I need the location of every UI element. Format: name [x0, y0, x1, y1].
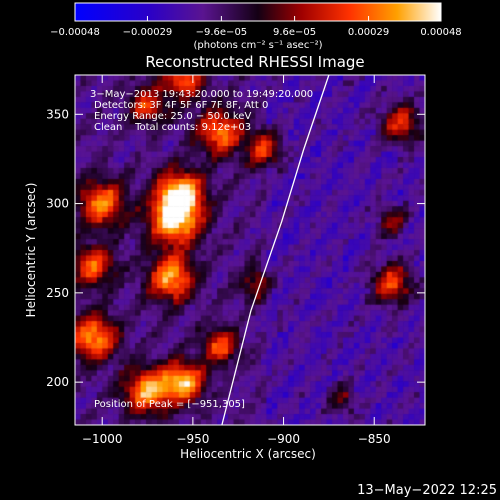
annotation-energy-range: Energy Range: 25.0 − 50.0 keV	[94, 111, 251, 122]
y-tick-label: 250	[46, 286, 69, 300]
colorbar-tick-label: −0.00048	[50, 27, 100, 38]
x-tick-label: −1000	[82, 432, 123, 446]
x-tick-label: −900	[267, 432, 300, 446]
annotation-detectors: Detectors: 3F 4F 5F 6F 7F 8F, Att 0	[94, 100, 268, 111]
footer-timestamp: 13−May−2022 12:25	[357, 483, 497, 498]
heatmap-image-container	[75, 75, 425, 425]
heatmap-image	[75, 75, 425, 425]
axis-ticks: −1000 −950 −900 −850 200 250 300 350	[46, 75, 425, 446]
x-tick-label: −950	[176, 432, 209, 446]
y-tick-label: 200	[46, 375, 69, 389]
y-axis-label: Heliocentric Y (arcsec)	[24, 183, 38, 318]
colorbar-units-label: (photons cm⁻² s⁻¹ asec⁻²)	[193, 40, 322, 51]
colorbar-tick-label: −9.6e−05	[196, 27, 248, 38]
colorbar-tick-label: 9.6e−05	[273, 27, 316, 38]
colorbar	[75, 3, 441, 21]
peak-position-label: Position of Peak = [−951,305]	[94, 399, 245, 410]
x-axis-label: Heliocentric X (arcsec)	[180, 447, 316, 461]
plot-frame	[74, 74, 426, 426]
colorbar-tick-label: −0.00029	[123, 27, 173, 38]
colorbar-tick-label: 0.00048	[420, 27, 461, 38]
solar-limb-line	[221, 75, 330, 425]
y-tick-label: 350	[46, 107, 69, 121]
colorbar-tick-label: 0.00029	[348, 27, 389, 38]
annotation-clean-counts: Clean Total counts: 9.12e+03	[94, 122, 251, 133]
chart-title: Reconstructed RHESSI Image	[145, 53, 364, 71]
annotation-time-range: 3−May−2013 19:43:20.000 to 19:49:20.000	[90, 89, 313, 100]
colorbar-ticks: −0.00048 −0.00029 −9.6e−05 9.6e−05 0.00029 0.…	[50, 16, 462, 38]
y-tick-label: 300	[46, 197, 69, 211]
x-tick-label: −850	[358, 432, 391, 446]
colorbar-frame	[74, 2, 442, 22]
